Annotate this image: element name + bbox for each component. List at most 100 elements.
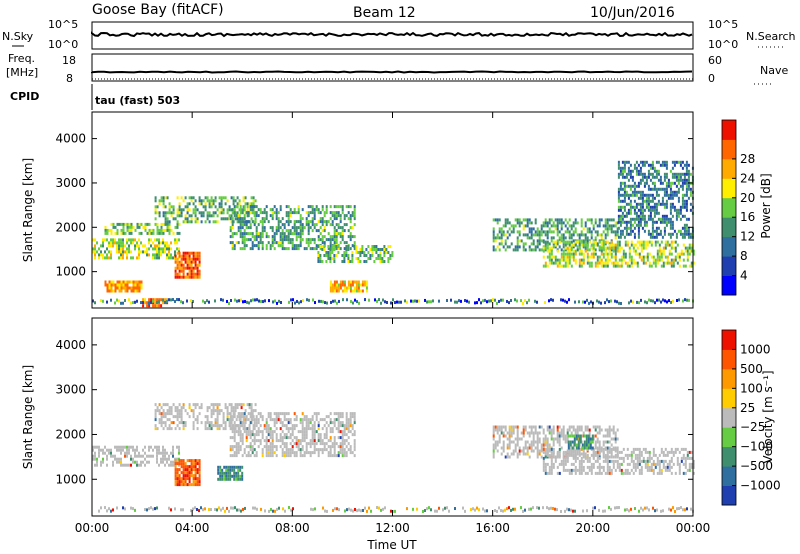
echo-cell — [672, 453, 675, 457]
echo-cell — [164, 403, 167, 407]
echo-cell — [188, 275, 191, 279]
echo-cell — [586, 428, 589, 432]
echo-cell — [279, 220, 282, 224]
echo-cell — [261, 223, 264, 227]
echo-cell — [580, 465, 583, 469]
echo-cell — [359, 251, 362, 254]
echo-cell — [184, 260, 187, 264]
echo-cell — [164, 205, 167, 209]
echo-cell — [164, 241, 166, 245]
echo-cell — [659, 175, 662, 179]
echo-cell — [656, 462, 659, 466]
echo-cell — [323, 245, 326, 248]
echo-cell — [130, 241, 132, 245]
echo-cell — [102, 238, 104, 242]
echo-cell — [267, 235, 270, 239]
echo-cell — [317, 220, 320, 224]
echo-cell — [180, 263, 183, 267]
echo-cell — [530, 248, 533, 252]
echo-cell — [249, 208, 252, 212]
echo-cell — [196, 421, 199, 425]
echo-cell — [172, 460, 174, 464]
nave-label: Nave — [760, 64, 788, 77]
echo-cell — [239, 229, 242, 233]
echo-cell — [355, 286, 358, 290]
echo-cell — [650, 465, 653, 469]
echo-cell — [317, 251, 320, 254]
echo-cell — [120, 451, 122, 455]
echo-cell — [134, 286, 137, 290]
echo-cell — [642, 243, 645, 247]
echo-cell — [334, 507, 336, 511]
echo-cell — [232, 196, 235, 200]
echo-cell — [110, 283, 113, 287]
echo-cell — [285, 454, 288, 458]
echo-cell — [353, 439, 356, 443]
echo-cell — [104, 231, 107, 235]
echo-cell — [542, 447, 545, 451]
echo-cell — [243, 451, 246, 455]
echo-cell — [287, 241, 290, 245]
echo-cell — [292, 507, 294, 511]
echo-cell — [353, 235, 356, 239]
echo-cell — [192, 480, 195, 484]
echo-cell — [150, 298, 153, 302]
echo-cell — [570, 224, 573, 228]
echo-cell — [224, 403, 227, 407]
echo-cell — [572, 239, 575, 243]
echo-cell — [619, 214, 622, 218]
echo-cell — [223, 477, 226, 481]
echo-cell — [653, 205, 656, 209]
echo-cell — [687, 226, 690, 230]
echo-cell — [542, 224, 545, 228]
echo-cell — [156, 225, 159, 229]
echo-cell — [588, 264, 591, 268]
echo-cell — [184, 409, 187, 413]
echo-cell — [574, 468, 577, 472]
echo-cell — [672, 246, 675, 250]
echo-cell — [619, 235, 622, 239]
echo-cell — [262, 300, 264, 304]
echo-cell — [166, 241, 168, 245]
echo-cell — [678, 258, 681, 262]
echo-cell — [144, 301, 147, 305]
echo-cell — [283, 442, 286, 446]
echo-cell — [154, 301, 157, 305]
echo-cell — [239, 226, 242, 230]
echo-cell — [596, 431, 599, 435]
echo-cell — [633, 232, 636, 236]
echo-cell — [504, 224, 507, 228]
echo-cell — [208, 406, 211, 410]
echo-cell — [564, 459, 567, 463]
echo-cell — [315, 415, 318, 419]
echo-cell — [305, 442, 308, 446]
echo-cell — [343, 433, 346, 437]
echo-cell — [596, 453, 599, 457]
echo-cell — [629, 232, 632, 236]
echo-cell — [240, 403, 243, 407]
echo-cell — [309, 442, 312, 446]
echo-cell — [378, 506, 380, 510]
echo-cell — [234, 409, 237, 413]
echo-cell — [319, 254, 322, 257]
echo-cell — [363, 260, 366, 263]
echo-cell — [518, 233, 521, 237]
echo-cell — [351, 433, 354, 437]
echo-cell — [542, 465, 545, 469]
echo-cell — [251, 433, 254, 437]
echo-cell — [576, 425, 579, 429]
echo-cell — [299, 229, 302, 233]
echo-cell — [273, 247, 276, 251]
echo-cell — [274, 509, 276, 513]
echo-cell — [134, 454, 136, 458]
echo-cell — [349, 260, 352, 263]
echo-cell — [668, 468, 671, 472]
echo-cell — [631, 178, 634, 182]
echo-cell — [156, 231, 159, 235]
echo-cell — [218, 202, 221, 206]
echo-cell — [602, 240, 605, 244]
echo-cell — [329, 205, 332, 209]
echo-cell — [212, 214, 215, 218]
echo-cell — [343, 289, 346, 293]
echo-cell — [138, 454, 140, 458]
